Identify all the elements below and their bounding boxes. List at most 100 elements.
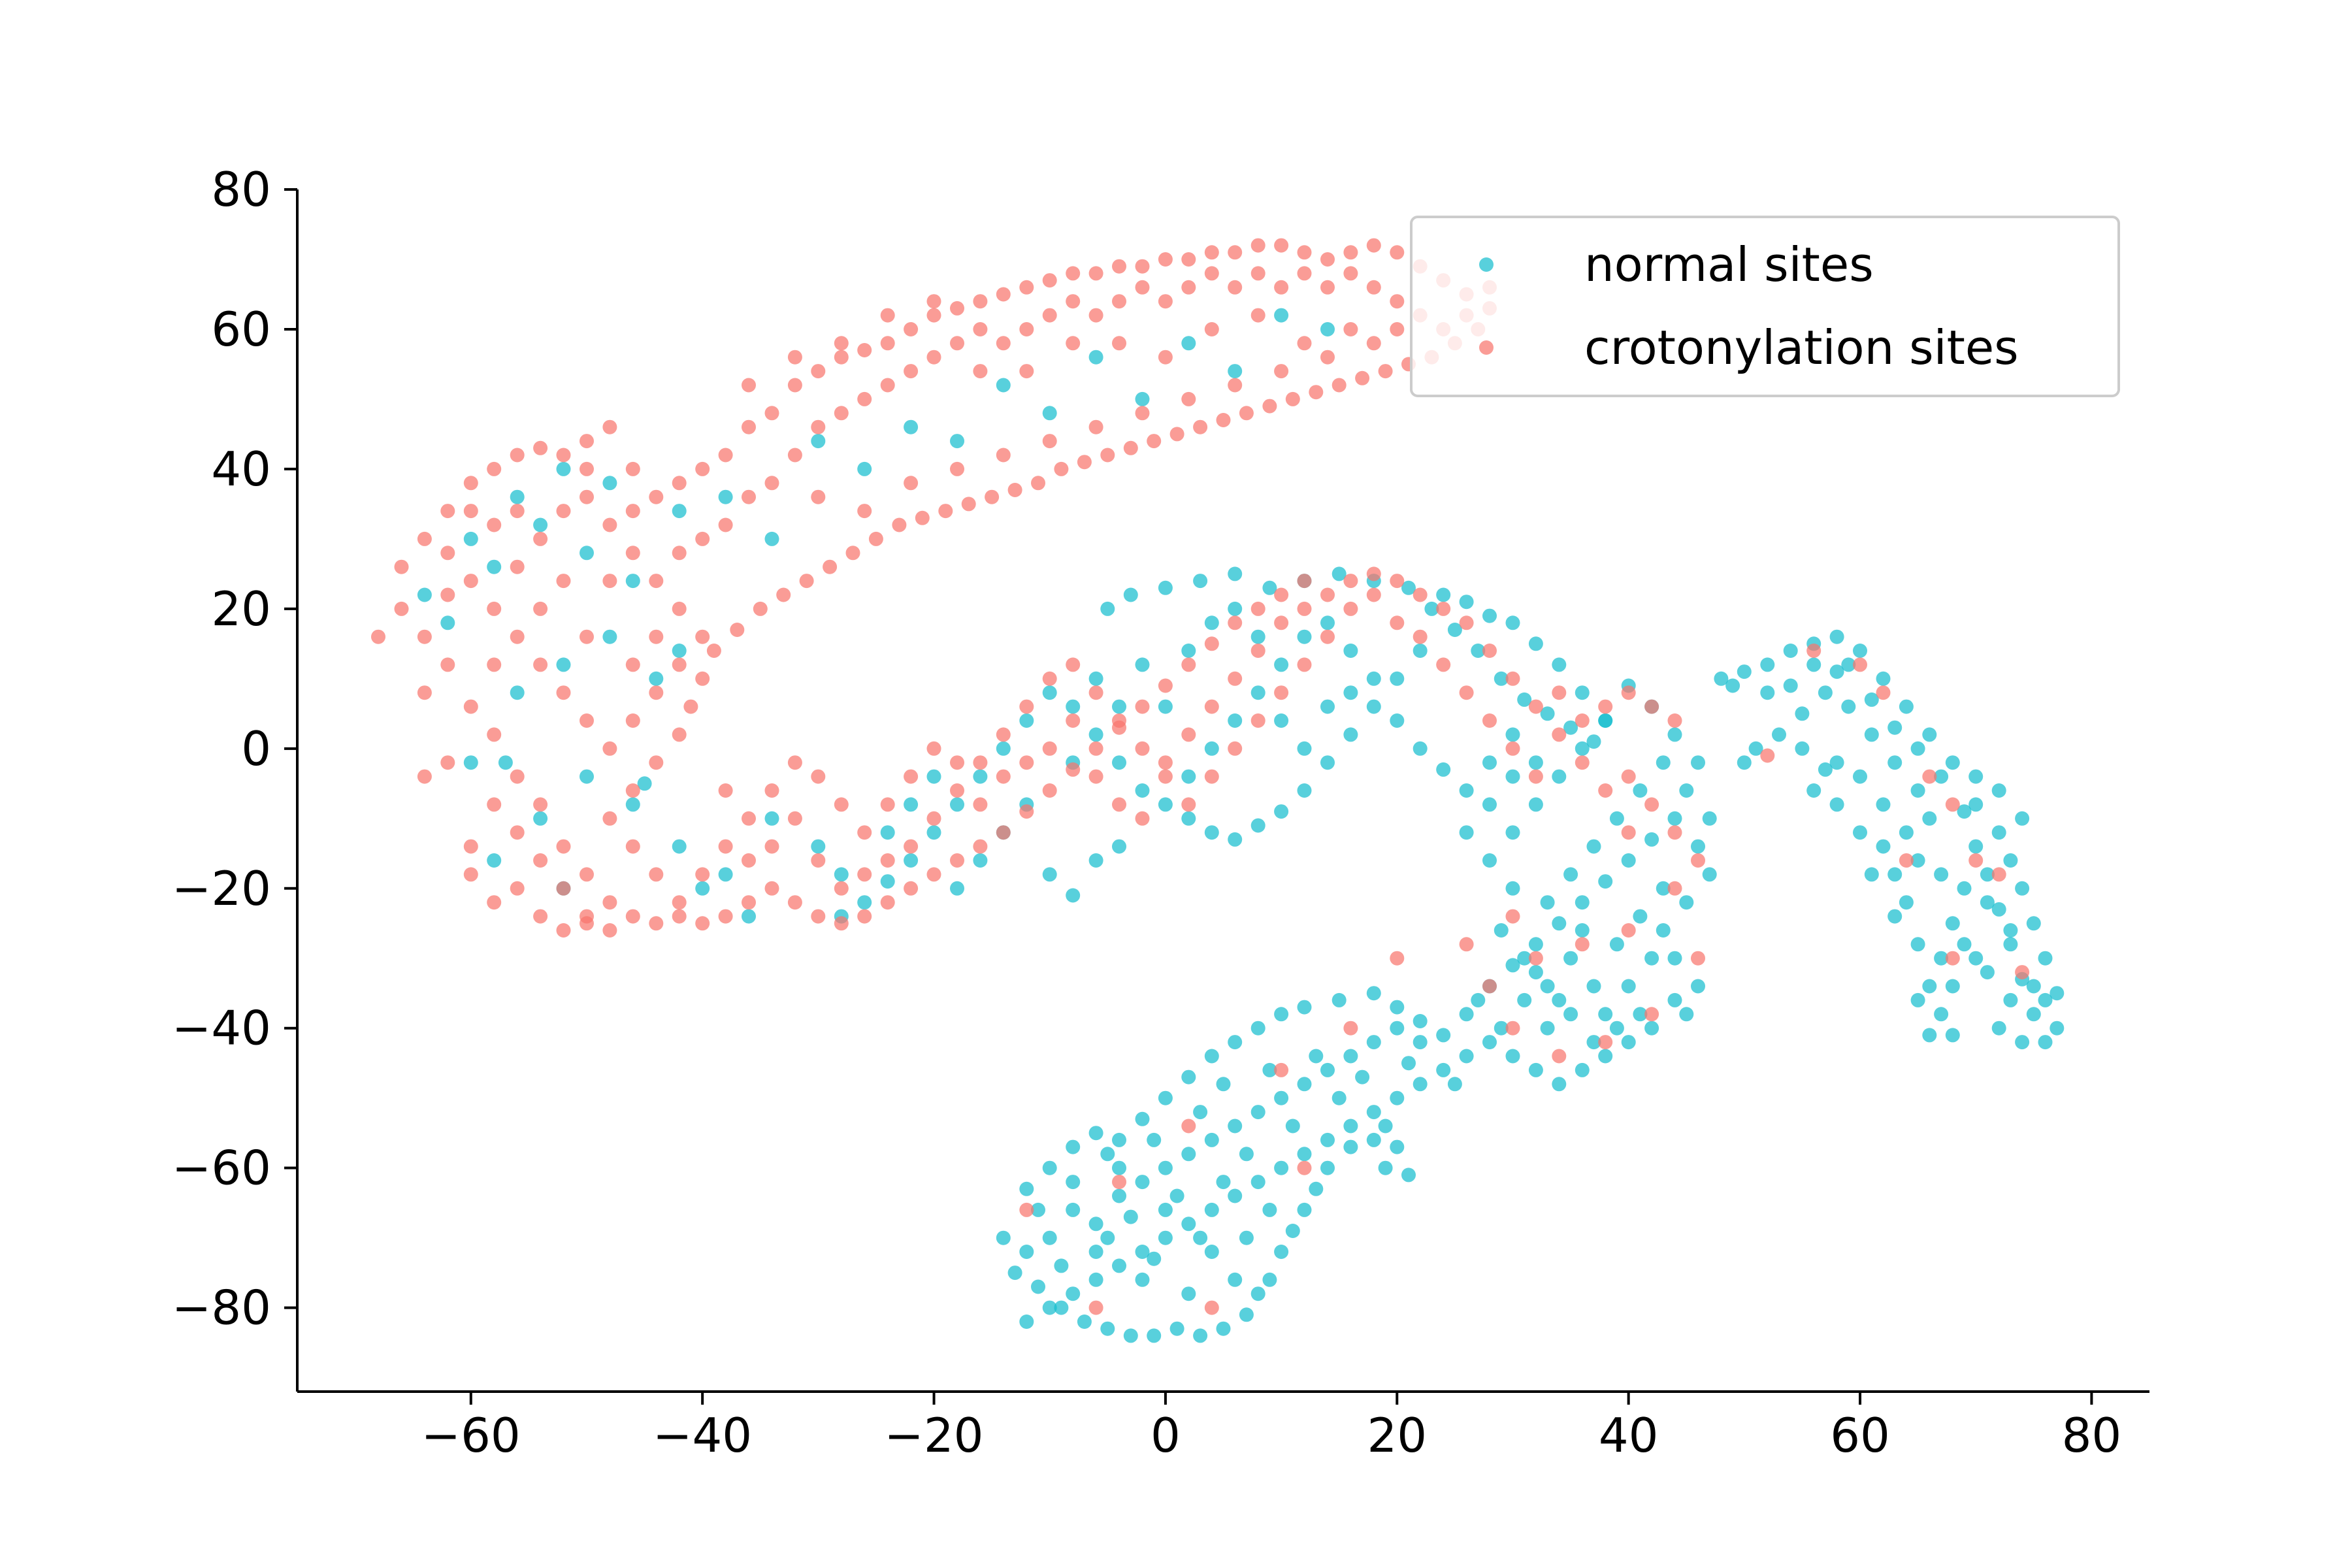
point-0-233 bbox=[1876, 797, 1891, 812]
point-1-71 bbox=[985, 489, 1000, 504]
point-1-326 bbox=[1598, 783, 1613, 798]
point-1-219 bbox=[602, 574, 617, 589]
point-0-5 bbox=[1135, 1111, 1150, 1126]
point-1-356 bbox=[1343, 1021, 1358, 1036]
point-0-173 bbox=[1528, 797, 1543, 812]
point-0-116 bbox=[1100, 1230, 1115, 1245]
point-1-3 bbox=[417, 531, 432, 546]
point-0-325 bbox=[1228, 713, 1243, 728]
point-1-307 bbox=[1158, 755, 1173, 770]
point-1-360 bbox=[1019, 1202, 1034, 1217]
point-1-17 bbox=[742, 419, 756, 434]
point-1-8 bbox=[533, 440, 548, 455]
point-1-165 bbox=[1112, 713, 1126, 728]
point-0-184 bbox=[1783, 644, 1798, 658]
point-1-151 bbox=[787, 755, 802, 770]
point-1-59 bbox=[1262, 399, 1277, 414]
point-0-182 bbox=[1737, 664, 1752, 679]
point-1-181 bbox=[1482, 713, 1497, 728]
point-1-180 bbox=[1459, 685, 1474, 700]
point-0-124 bbox=[1239, 1147, 1254, 1162]
point-0-7 bbox=[1181, 1070, 1196, 1085]
point-0-167 bbox=[1667, 727, 1682, 742]
point-1-235 bbox=[926, 350, 941, 365]
point-1-286 bbox=[1320, 350, 1335, 365]
point-0-139 bbox=[1540, 1021, 1555, 1036]
point-0-125 bbox=[1285, 1119, 1300, 1134]
point-1-162 bbox=[1042, 671, 1057, 686]
point-1-352 bbox=[2015, 965, 2030, 980]
point-1-331 bbox=[1667, 881, 1682, 896]
point-0-327 bbox=[1274, 657, 1289, 672]
point-1-12 bbox=[625, 461, 640, 476]
point-1-31 bbox=[1066, 266, 1081, 281]
point-0-383 bbox=[672, 504, 687, 519]
point-1-240 bbox=[1042, 308, 1057, 323]
point-0-50 bbox=[1297, 1147, 1312, 1162]
y-tick-label-7: −60 bbox=[172, 1141, 271, 1196]
point-0-189 bbox=[1899, 699, 1914, 714]
point-1-297 bbox=[926, 741, 941, 756]
point-0-280 bbox=[1494, 671, 1509, 686]
point-0-310 bbox=[1019, 713, 1034, 728]
point-1-40 bbox=[1274, 238, 1289, 253]
point-0-240 bbox=[1783, 678, 1798, 693]
point-1-113 bbox=[1158, 678, 1173, 693]
point-1-130 bbox=[556, 881, 571, 896]
point-0-336 bbox=[1482, 755, 1497, 770]
axes: −60 −40 −20 0 20 40 60 80 80 60 40 20 0 −20 −40 −60 −80 bbox=[172, 162, 2149, 1463]
point-0-15 bbox=[1390, 1000, 1405, 1015]
point-1-115 bbox=[1204, 636, 1219, 651]
point-1-152 bbox=[811, 769, 826, 784]
point-1-254 bbox=[1366, 280, 1381, 295]
point-0-45 bbox=[1413, 1077, 1428, 1092]
point-0-83 bbox=[1366, 1132, 1381, 1147]
point-1-61 bbox=[1216, 413, 1231, 427]
point-0-283 bbox=[1563, 720, 1578, 735]
point-1-314 bbox=[1320, 587, 1335, 602]
point-1-104 bbox=[950, 853, 964, 868]
point-1-304 bbox=[1088, 769, 1103, 784]
point-0-138 bbox=[1517, 992, 1532, 1007]
point-0-117 bbox=[1147, 1251, 1162, 1266]
point-1-210 bbox=[487, 517, 502, 532]
point-0-347 bbox=[1135, 657, 1150, 672]
point-0-150 bbox=[1644, 951, 1659, 966]
point-1-196 bbox=[580, 713, 594, 728]
point-0-293 bbox=[1413, 644, 1428, 658]
point-1-208 bbox=[533, 531, 548, 546]
point-0-301 bbox=[1228, 832, 1243, 847]
point-0-111 bbox=[1112, 1160, 1126, 1175]
point-1-261 bbox=[787, 350, 802, 365]
point-0-213 bbox=[1922, 1028, 1937, 1043]
point-1-88 bbox=[625, 783, 640, 798]
point-1-276 bbox=[857, 504, 872, 519]
point-0-225 bbox=[1772, 727, 1786, 742]
point-1-293 bbox=[834, 881, 849, 896]
point-0-145 bbox=[1575, 923, 1590, 938]
point-0-160 bbox=[1586, 839, 1601, 854]
point-0-11 bbox=[1274, 1007, 1289, 1022]
point-0-194 bbox=[2003, 853, 2018, 868]
point-0-110 bbox=[1158, 1202, 1173, 1217]
point-0-43 bbox=[1459, 1049, 1474, 1064]
y-tick-label-8: −80 bbox=[172, 1281, 271, 1335]
legend-label-0: normal sites bbox=[1584, 237, 1874, 292]
point-1-300 bbox=[996, 769, 1011, 784]
point-1-133 bbox=[487, 797, 502, 812]
point-0-53 bbox=[1228, 1188, 1243, 1203]
point-0-101 bbox=[1366, 1035, 1381, 1050]
point-0-255 bbox=[1876, 839, 1891, 854]
point-0-82 bbox=[1343, 1139, 1358, 1154]
point-1-33 bbox=[1112, 259, 1126, 274]
point-1-96 bbox=[764, 881, 779, 896]
point-0-97 bbox=[1274, 1090, 1289, 1105]
point-0-298 bbox=[1297, 783, 1312, 798]
point-0-341 bbox=[1228, 601, 1243, 616]
point-1-248 bbox=[1228, 280, 1243, 295]
point-1-4 bbox=[440, 504, 455, 519]
point-1-68 bbox=[1054, 461, 1069, 476]
point-0-366 bbox=[487, 853, 502, 868]
point-0-209 bbox=[1934, 951, 1949, 966]
point-1-91 bbox=[649, 867, 664, 882]
